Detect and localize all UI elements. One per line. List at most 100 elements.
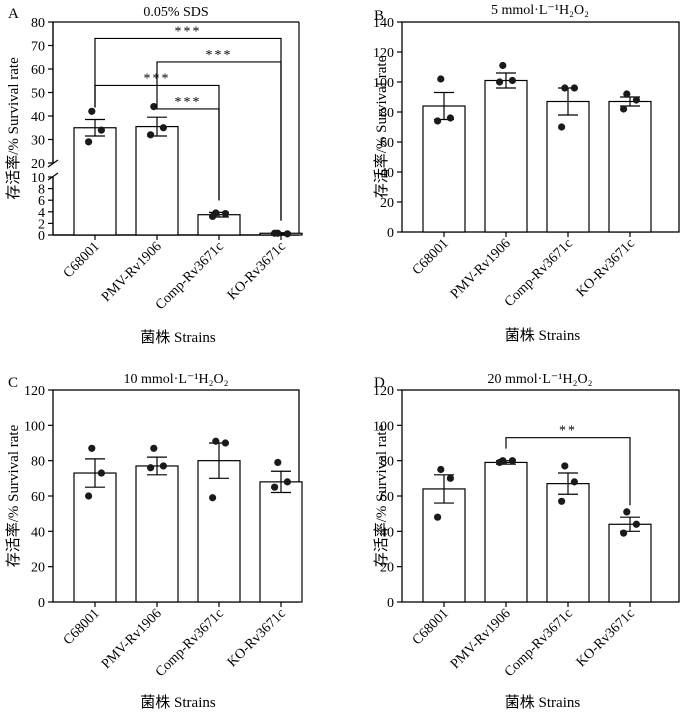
data-point [209,212,217,221]
data-point [271,483,279,491]
y-tick-label: 80 [380,455,394,470]
data-point [434,513,442,521]
bar [608,523,652,603]
y-tick-label: 50 [31,87,45,102]
significance-bracket [156,61,282,221]
y-tick-label: 0 [387,226,394,241]
bar [546,483,590,603]
bar [135,125,179,236]
bar [422,105,466,233]
panel-letter: A [8,6,19,22]
significance-bracket [156,105,220,201]
data-point [150,444,158,452]
chart-title: 10 mmol·L⁻¹H₂O₂ [124,372,229,387]
x-tick-label: PMV-Rv1906 [448,236,514,302]
y-tick-label: 20 [380,561,394,576]
y-tick-label: 60 [31,490,45,505]
y-tick-label: 80 [31,455,45,470]
data-point [283,230,291,238]
y-tick-label: 100 [24,419,45,434]
data-point [85,138,93,146]
data-point [97,469,105,477]
data-point [209,494,217,502]
data-point [558,123,566,131]
data-point [147,131,155,139]
x-tick-label: C68001 [410,236,452,278]
data-point [159,462,167,470]
data-point [570,478,579,486]
data-point [446,474,454,482]
x-axis-label: 菌株 Strains [140,694,216,711]
y-tick-label: 80 [31,16,45,31]
data-point [159,124,167,132]
y-tick-label: 120 [373,46,394,61]
significance-label: ** [559,424,577,439]
x-tick-label: PMV-Rv1906 [448,606,514,672]
panel-b: B 5 mmol·L⁻¹H₂O₂ 0 20 40 60 80 100 120 140 C68001P… [373,3,680,344]
data-point [271,229,279,237]
y-tick-label: 60 [31,63,45,78]
y-tick-label: 120 [24,384,45,399]
data-point [446,114,454,122]
y-tick-label: 20 [31,561,45,576]
significance-bracket [505,437,631,506]
y-tick-label: 40 [380,166,394,181]
bar [197,460,241,603]
data-point [623,90,631,98]
data-point [558,497,566,505]
data-point [88,444,96,452]
data-point [97,126,105,134]
data-point [147,464,155,472]
y-tick-label: 70 [31,40,45,55]
y-tick-label: 0 [38,229,45,244]
y-tick-label: 60 [380,490,394,505]
panel-d: D 20 mmol·L⁻¹H₂O₂ 0 20 40 60 80 100 120 C68001PMV… [373,372,680,711]
y-tick-label: 40 [31,110,45,125]
data-point [508,457,516,465]
data-point [496,78,504,86]
data-point [632,520,641,528]
significance-label: *** [175,95,202,110]
bar [484,461,528,603]
chart-title: 0.05% SDS [143,5,208,20]
y-tick-label: 20 [380,196,394,211]
data-point [632,96,641,104]
y-tick-label: 0 [387,596,394,611]
bar [197,214,241,236]
data-point [437,465,445,474]
y-tick-label: 40 [380,525,394,540]
x-tick-label: C68001 [61,606,103,648]
data-point [221,209,229,218]
x-tick-label: KO-Rv3671c [574,236,638,300]
y-tick-label: 8 [38,183,45,198]
data-point [437,75,445,83]
bar [608,100,652,233]
y-tick-label: 140 [373,16,394,31]
data-point [623,508,631,516]
x-tick-label: PMV-Rv1906 [99,239,165,305]
y-axis-label: 存活率/% Survival rate [373,55,390,198]
y-tick-label: 6 [38,194,45,209]
bar [422,488,466,603]
chart-title: 5 mmol·L⁻¹H₂O₂ [491,3,589,18]
x-axis-label: 菌株 Strains [140,329,216,346]
panel-letter: C [8,375,18,391]
chart-title: 20 mmol·L⁻¹H₂O₂ [488,372,593,387]
bar [73,472,117,603]
data-point [212,437,220,445]
x-tick-label: C68001 [61,239,103,281]
x-tick-label: C68001 [410,606,452,648]
y-tick-label: 60 [380,136,394,151]
data-point [508,76,516,85]
significance-label: *** [175,24,202,39]
data-point [620,105,628,113]
data-point [620,529,628,537]
panel-letter: D [374,375,385,391]
data-point [561,84,569,92]
x-tick-label: PMV-Rv1906 [99,606,165,672]
y-tick-label: 80 [380,106,394,121]
data-point [434,117,442,125]
y-tick-label: 10 [31,171,45,186]
